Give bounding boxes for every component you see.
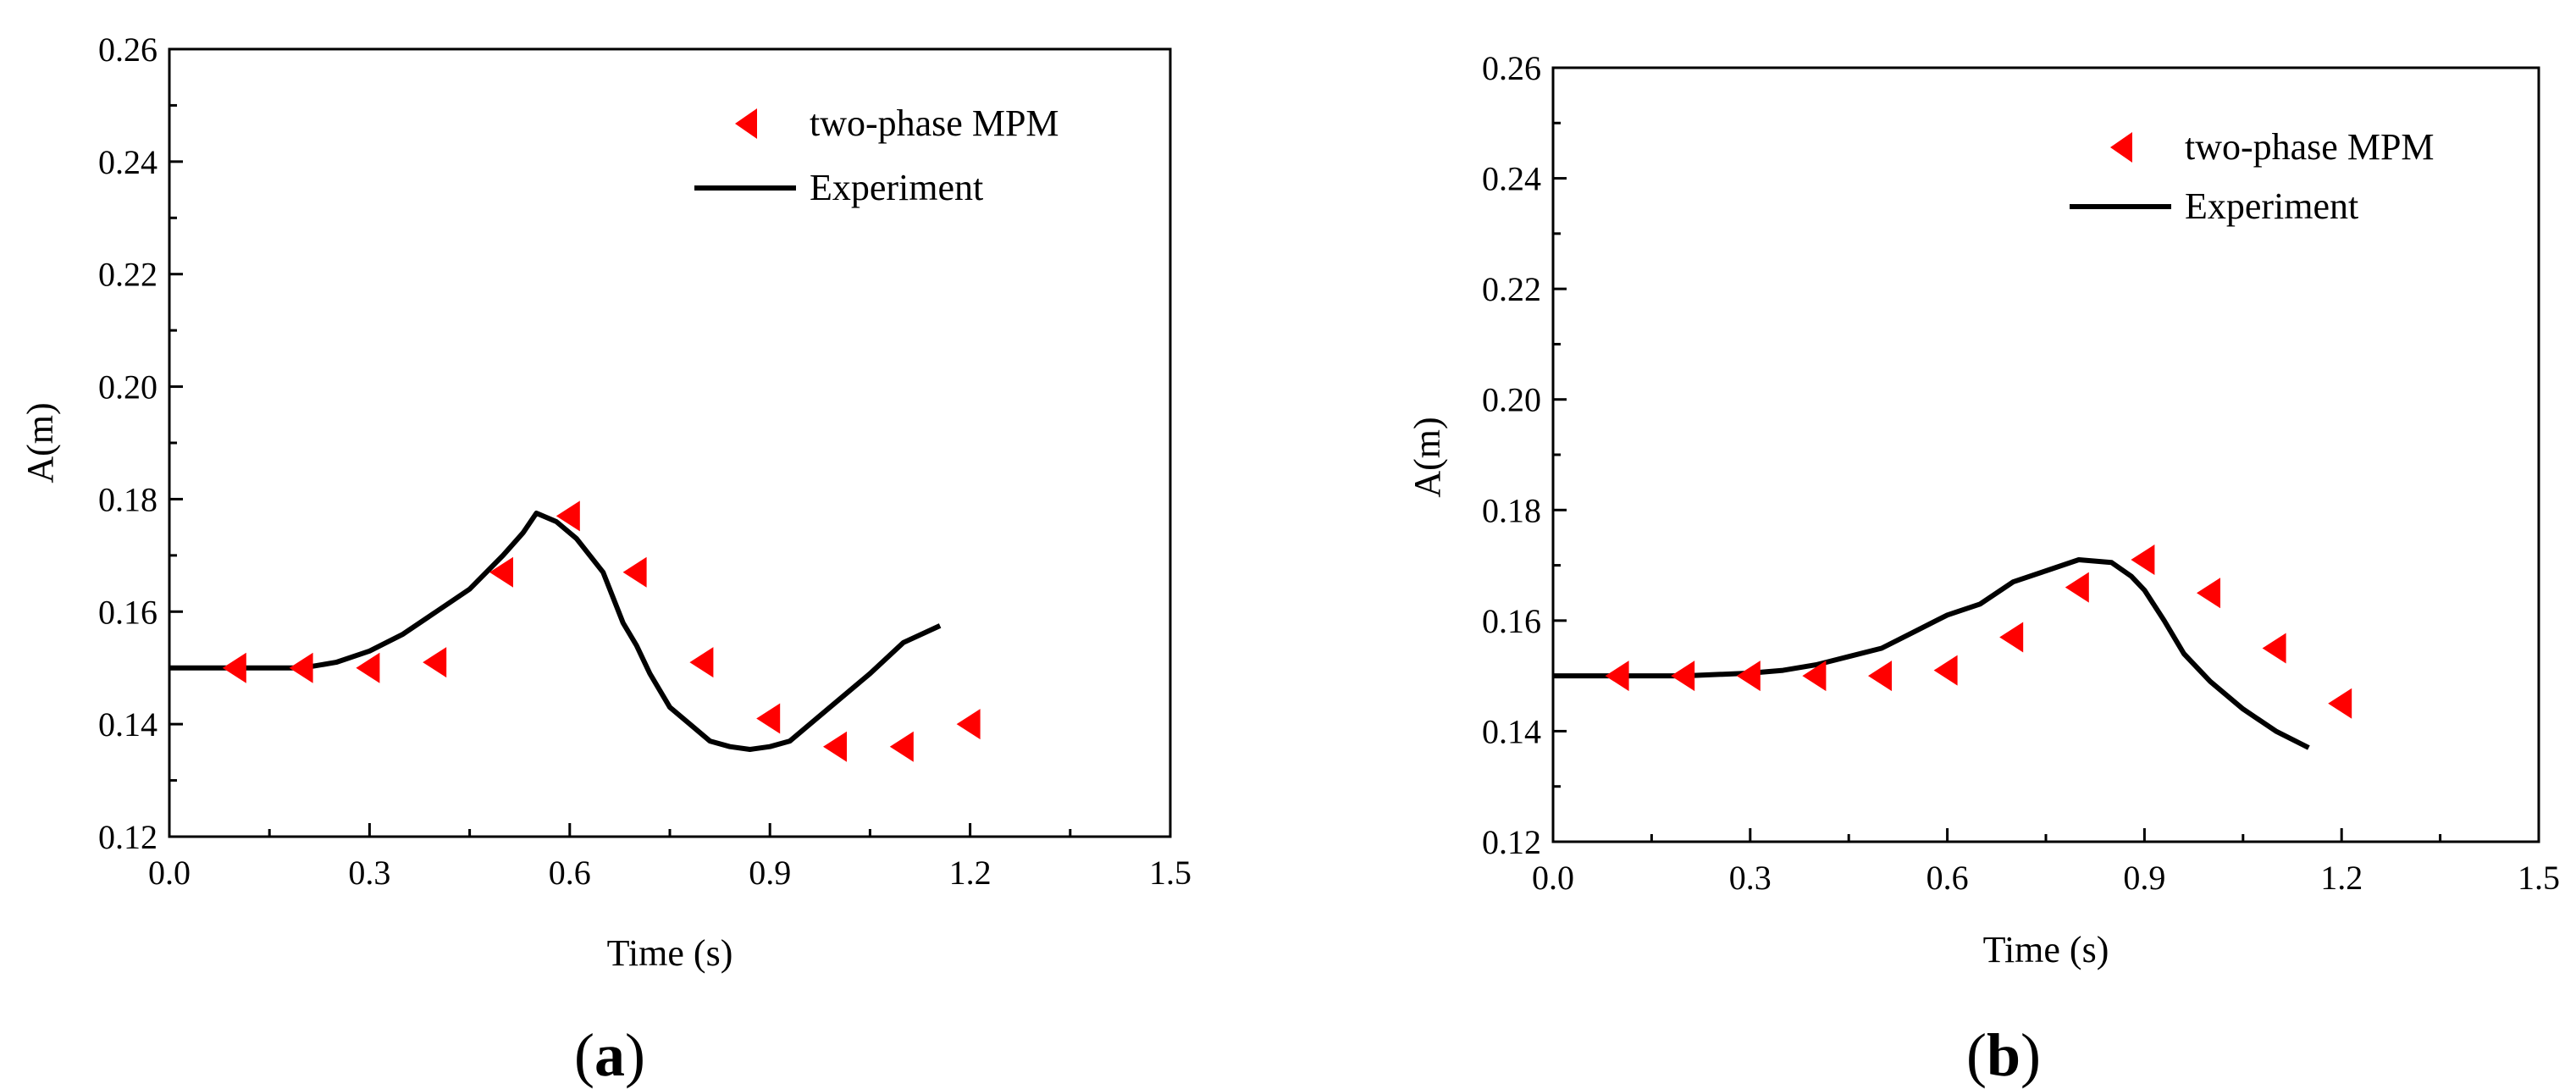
y-tick-label-a: 0.14 bbox=[98, 705, 158, 744]
x-tick-label-b: 0.6 bbox=[1926, 859, 1969, 897]
mpm-point-b bbox=[2131, 544, 2155, 576]
x-tick-label-a: 1.5 bbox=[1149, 854, 1191, 892]
axis-ticks-a: 0.0 0.3 0.6 0.9 1.2 1.5 0.12 0.14 0.16 0.18 0.20 0.… bbox=[98, 30, 1191, 892]
chart-panel-b: 0.0 0.3 0.6 0.9 1.2 1.5 0.12 0.14 0.16 0.18 0.20 0.… bbox=[1407, 49, 2560, 1089]
mpm-point-a bbox=[689, 647, 714, 678]
legend-label-mpm-a: two-phase MPM bbox=[810, 102, 1059, 144]
experiment-series-b bbox=[1553, 557, 2310, 750]
mpm-point-a bbox=[823, 731, 847, 762]
mpm-point-b bbox=[1671, 661, 1695, 692]
x-axis-title-a: Time (s) bbox=[607, 932, 733, 974]
mpm-point-a bbox=[289, 652, 313, 683]
mpm-point-a bbox=[622, 556, 647, 588]
y-tick-label-a: 0.22 bbox=[98, 256, 158, 294]
x-tick-label-b: 1.2 bbox=[2320, 859, 2363, 897]
panel-label-b: (b) bbox=[1966, 1021, 2041, 1089]
x-axis-title-b: Time (s) bbox=[1983, 929, 2109, 970]
y-tick-label-b: 0.26 bbox=[1482, 49, 1541, 87]
plot-area-frame-a bbox=[168, 47, 1172, 838]
mpm-point-b bbox=[1933, 655, 1958, 686]
legend-label-experiment-a: Experiment bbox=[810, 167, 983, 208]
y-tick-label-a: 0.18 bbox=[98, 480, 158, 518]
mpm-point-a bbox=[556, 500, 580, 532]
y-tick-label-a: 0.16 bbox=[98, 593, 158, 631]
chart-panel-a: 0.0 0.3 0.6 0.9 1.2 1.5 0.12 0.14 0.16 0.18 0.20 0.… bbox=[19, 30, 1191, 1089]
axis-ticks-b: 0.0 0.3 0.6 0.9 1.2 1.5 0.12 0.14 0.16 0.18 0.20 0.… bbox=[1482, 49, 2560, 897]
experiment-series-a bbox=[169, 511, 942, 752]
mpm-point-b bbox=[2328, 688, 2352, 719]
x-tick-label-b: 1.5 bbox=[2518, 859, 2560, 897]
x-tick-label-a: 0.3 bbox=[348, 854, 390, 892]
y-tick-label-b: 0.24 bbox=[1482, 160, 1541, 198]
x-tick-label-a: 1.2 bbox=[949, 854, 992, 892]
x-tick-label-a: 0.0 bbox=[148, 854, 191, 892]
mpm-point-a bbox=[222, 652, 246, 683]
mpm-point-a bbox=[756, 703, 781, 734]
legend-marker-mpm-b bbox=[2110, 132, 2132, 163]
legend-label-experiment-b: Experiment bbox=[2185, 185, 2358, 227]
mpm-point-a bbox=[889, 731, 914, 762]
mpm-point-b bbox=[1868, 661, 1892, 692]
mpm-point-b bbox=[1736, 661, 1761, 692]
y-axis-title-b: A(m) bbox=[1407, 417, 1448, 497]
mpm-point-b bbox=[1802, 661, 1827, 692]
mpm-series-b bbox=[1605, 544, 2352, 719]
y-tick-label-b: 0.18 bbox=[1482, 491, 1541, 529]
mpm-point-a bbox=[423, 647, 447, 678]
panel-letter-a: a bbox=[594, 1021, 625, 1089]
mpm-point-a bbox=[956, 709, 981, 740]
legend-label-mpm-b: two-phase MPM bbox=[2185, 126, 2435, 168]
y-tick-label-b: 0.14 bbox=[1482, 712, 1541, 750]
mpm-point-a bbox=[356, 652, 380, 683]
legend-a: two-phase MPM Experiment bbox=[694, 102, 1059, 208]
legend-b: two-phase MPM Experiment bbox=[2070, 126, 2435, 227]
y-axis-title-a: A(m) bbox=[19, 402, 61, 483]
panel-letter-b: b bbox=[1987, 1021, 2020, 1089]
mpm-series-a bbox=[222, 500, 981, 762]
y-tick-label-b: 0.12 bbox=[1482, 823, 1541, 861]
x-tick-label-b: 0.9 bbox=[2123, 859, 2165, 897]
y-tick-label-a: 0.20 bbox=[98, 368, 158, 406]
y-tick-label-b: 0.16 bbox=[1482, 602, 1541, 640]
mpm-point-a bbox=[489, 556, 513, 588]
y-tick-label-a: 0.26 bbox=[98, 30, 158, 69]
panel-label-a: (a) bbox=[574, 1021, 645, 1089]
legend-marker-mpm-a bbox=[735, 108, 757, 139]
x-tick-label-a: 0.6 bbox=[549, 854, 591, 892]
y-tick-label-b: 0.22 bbox=[1482, 270, 1541, 308]
x-tick-label-a: 0.9 bbox=[749, 854, 791, 892]
mpm-point-b bbox=[2197, 578, 2220, 609]
x-tick-label-b: 0.0 bbox=[1532, 859, 1574, 897]
y-tick-label-a: 0.24 bbox=[98, 143, 158, 181]
mpm-point-b bbox=[2065, 572, 2089, 603]
y-tick-label-b: 0.20 bbox=[1482, 381, 1541, 419]
mpm-point-b bbox=[1999, 622, 2024, 653]
experiment-line-a bbox=[169, 511, 942, 752]
y-tick-label-a: 0.12 bbox=[98, 818, 158, 856]
mpm-point-b bbox=[2262, 633, 2286, 664]
x-tick-label-b: 0.3 bbox=[1729, 859, 1772, 897]
experiment-line-b bbox=[1553, 557, 2310, 750]
mpm-point-b bbox=[1605, 661, 1629, 692]
plot-area-frame-b bbox=[1551, 66, 2540, 843]
